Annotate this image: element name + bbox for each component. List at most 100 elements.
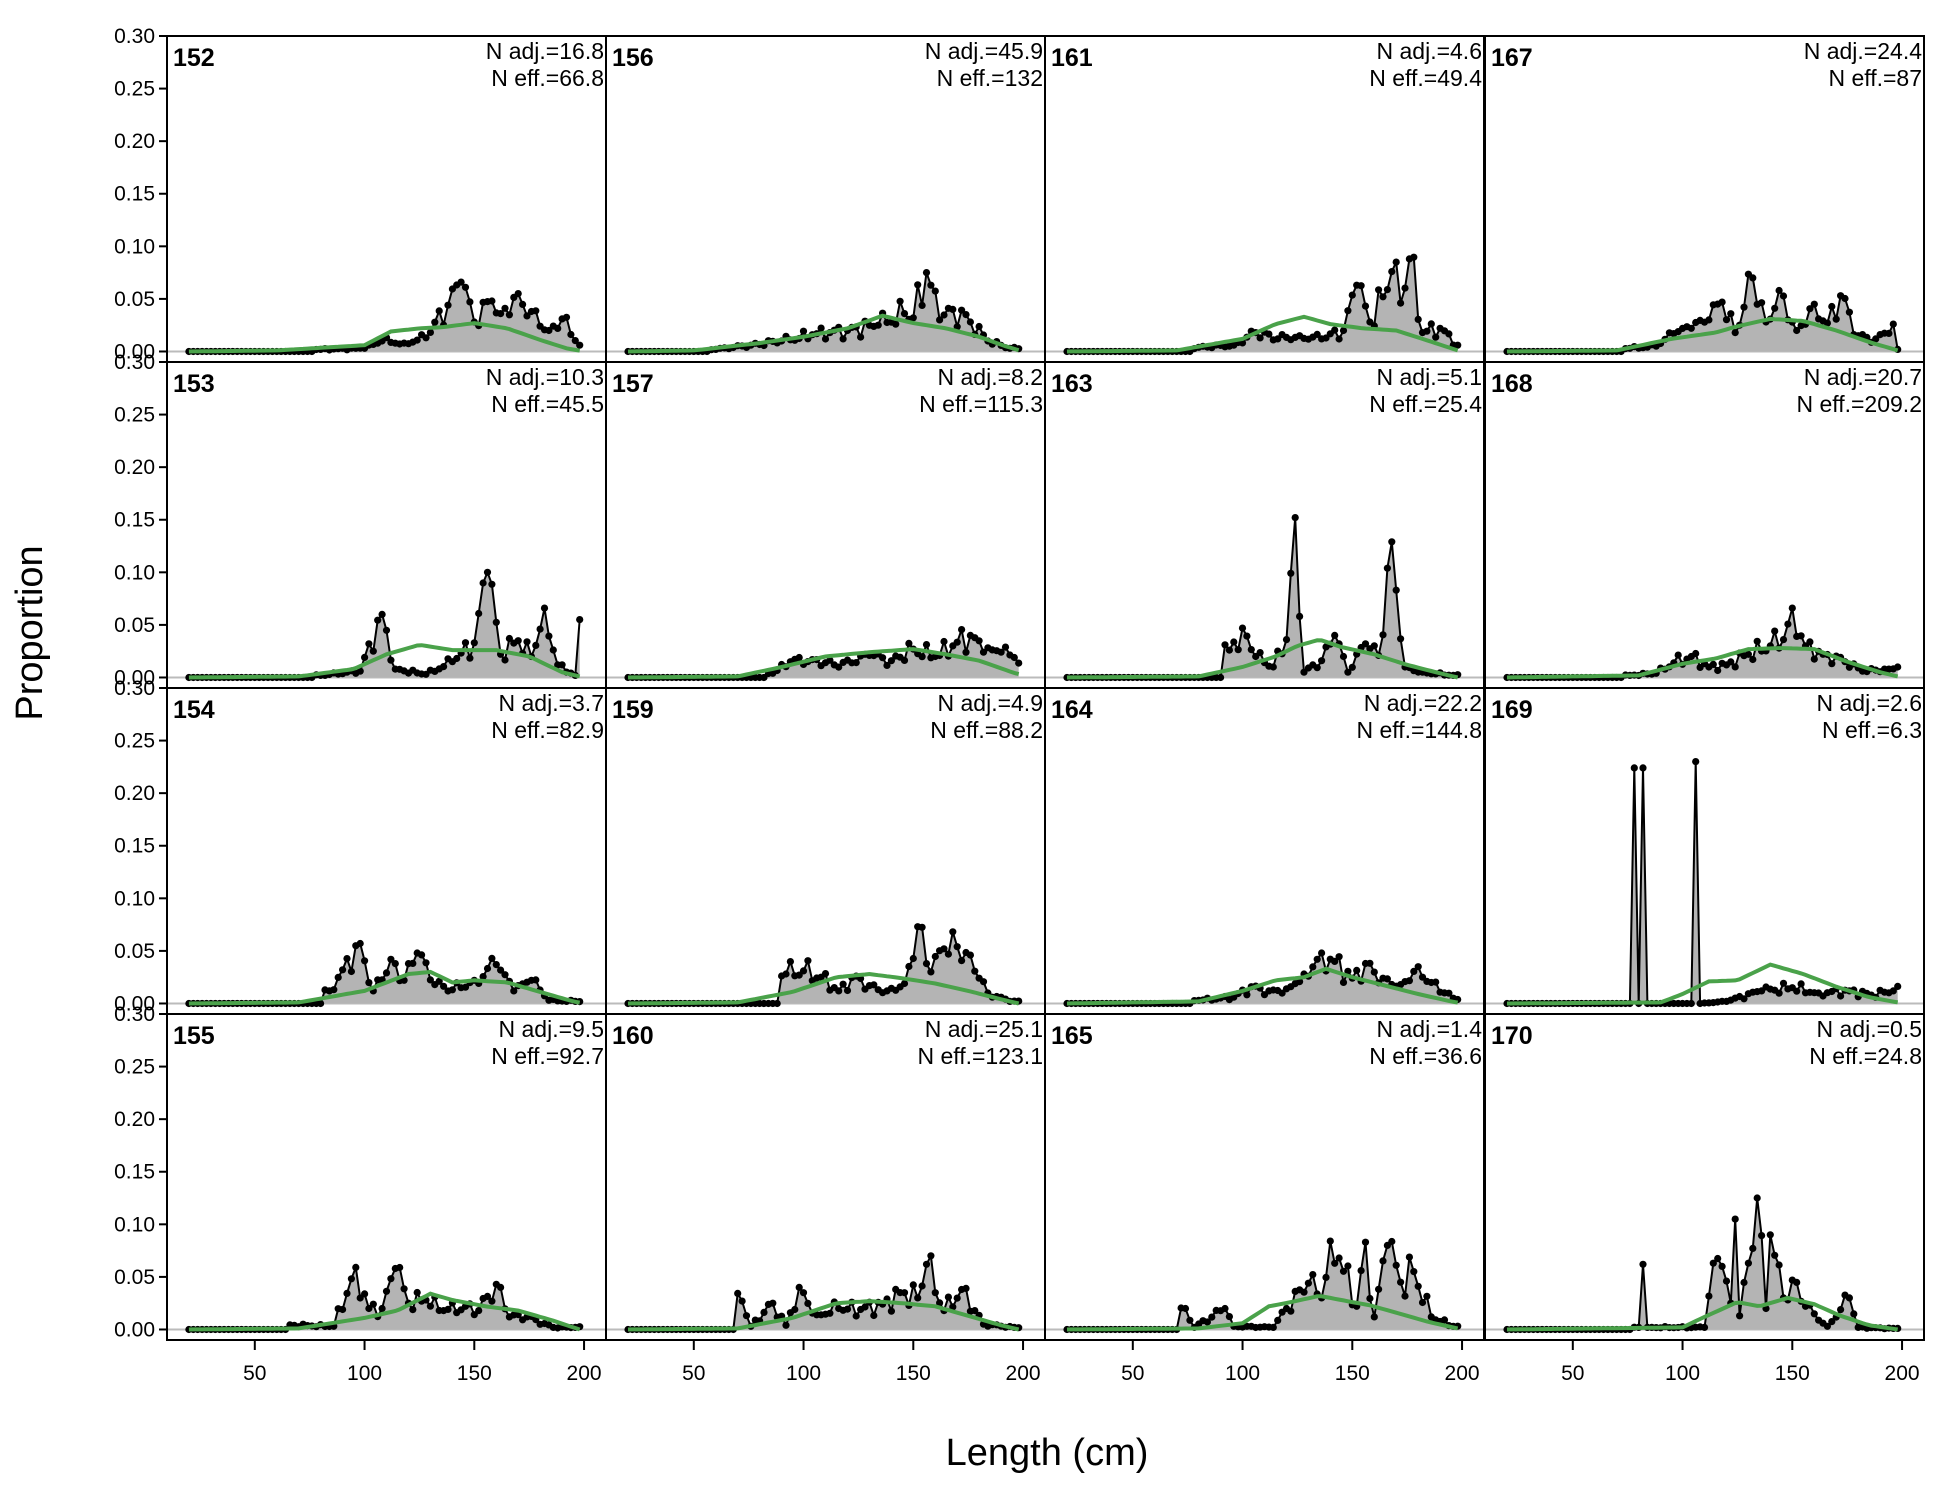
n-eff-label: N eff.=49.4 <box>1369 65 1482 91</box>
observed-point <box>953 323 961 331</box>
n-adj-label: N adj.=4.6 <box>1377 38 1483 64</box>
observed-point <box>1454 341 1462 349</box>
observed-point <box>1810 300 1818 308</box>
observed-point <box>914 1294 922 1302</box>
observed-point <box>944 1293 953 1301</box>
observed-point <box>444 301 452 309</box>
observed-point <box>501 656 509 664</box>
observed-point <box>549 646 557 654</box>
observed-point <box>330 986 338 994</box>
observed-point <box>457 278 465 286</box>
observed-point <box>523 312 531 320</box>
observed-point <box>1414 315 1422 323</box>
observed-point <box>975 637 983 645</box>
panel-year-label: 167 <box>1491 44 1533 72</box>
observed-point <box>1383 286 1391 294</box>
panel-167: 167 N adj.=24.4N eff.=87 <box>1484 35 1925 363</box>
observed-point <box>1401 1292 1409 1300</box>
observed-point <box>1357 282 1365 290</box>
observed-point <box>1230 638 1238 646</box>
observed-point <box>1797 632 1805 640</box>
observed-point <box>1225 1313 1233 1321</box>
observed-point <box>742 1312 751 1320</box>
observed-point <box>1758 1232 1766 1240</box>
observed-point <box>1326 1237 1334 1245</box>
observed-point <box>540 604 549 612</box>
y-tick-label: 0.10 <box>114 1213 155 1236</box>
observed-point <box>1423 327 1431 335</box>
observed-point <box>887 657 896 665</box>
panel-year-label: 169 <box>1491 696 1533 724</box>
observed-point <box>365 979 373 987</box>
observed-point <box>791 1305 799 1314</box>
observed-area <box>628 629 1019 678</box>
observed-point <box>931 287 939 295</box>
observed-point <box>896 297 904 305</box>
n-eff-label: N eff.=209.2 <box>1796 391 1922 417</box>
observed-point <box>953 638 961 646</box>
observed-point <box>852 1312 860 1320</box>
observed-point <box>1318 949 1326 957</box>
observed-point <box>413 336 421 344</box>
n-adj-label: N adj.=1.4 <box>1377 1016 1483 1042</box>
observed-point <box>1445 330 1453 338</box>
observed-point <box>870 981 878 989</box>
observed-point <box>971 1307 979 1315</box>
observed-point <box>1440 1316 1449 1324</box>
observed-point <box>918 923 926 931</box>
observed-point <box>1722 1277 1731 1285</box>
expected-line <box>188 321 581 354</box>
expected-line <box>1506 1295 1899 1332</box>
panel-year-label: 154 <box>173 696 215 724</box>
y-tick-label: 0.10 <box>114 561 155 584</box>
observed-point <box>510 987 518 995</box>
y-tick-label: 0.25 <box>114 730 155 753</box>
observed-point <box>1771 1251 1779 1259</box>
observed-point <box>1705 316 1713 324</box>
observed-point <box>1423 1292 1431 1300</box>
n-eff-label: N eff.=36.6 <box>1369 1043 1482 1069</box>
observed-point <box>396 1263 404 1272</box>
x-tick-label: 100 <box>786 1362 821 1385</box>
n-adj-label: N adj.=24.4 <box>1804 38 1922 64</box>
observed-point <box>931 1289 939 1297</box>
observed-point <box>369 1300 377 1308</box>
observed-point <box>1845 308 1853 316</box>
observed-point <box>922 1260 931 1268</box>
observed-point <box>1243 632 1251 640</box>
observed-point <box>1639 764 1647 772</box>
expected-line <box>627 313 1020 354</box>
observed-point <box>927 281 935 289</box>
observed-point <box>492 961 500 969</box>
observed-point <box>1722 316 1731 324</box>
observed-point <box>483 1292 492 1300</box>
observed-point <box>1418 1298 1427 1307</box>
observed-area <box>188 282 580 352</box>
observed-point <box>1366 1294 1374 1303</box>
observed-point <box>804 1299 812 1307</box>
observed-point <box>1208 1313 1216 1321</box>
observed-point <box>1361 302 1370 310</box>
observed-point <box>444 1305 452 1313</box>
observed-point <box>949 305 957 313</box>
y-tick-label: 0.20 <box>114 456 155 479</box>
observed-point <box>1388 268 1396 276</box>
observed-point <box>1309 1271 1317 1279</box>
observed-point <box>857 333 865 341</box>
observed-point <box>347 1275 355 1283</box>
observed-point <box>545 326 553 335</box>
y-tick-label: 0.15 <box>114 1161 155 1184</box>
n-adj-label: N adj.=16.8 <box>486 38 604 64</box>
observed-point <box>795 1283 803 1291</box>
observed-point <box>488 954 496 963</box>
panel-year-label: 156 <box>612 44 654 72</box>
observed-point <box>900 310 909 318</box>
observed-point <box>909 1281 917 1289</box>
observed-point <box>1300 1288 1308 1296</box>
n-adj-label: N adj.=20.7 <box>1804 364 1922 390</box>
observed-point <box>1705 1292 1713 1300</box>
observed-point <box>914 281 922 289</box>
observed-point <box>497 966 505 974</box>
observed-point <box>1771 627 1779 635</box>
observed-point <box>1361 1238 1370 1246</box>
